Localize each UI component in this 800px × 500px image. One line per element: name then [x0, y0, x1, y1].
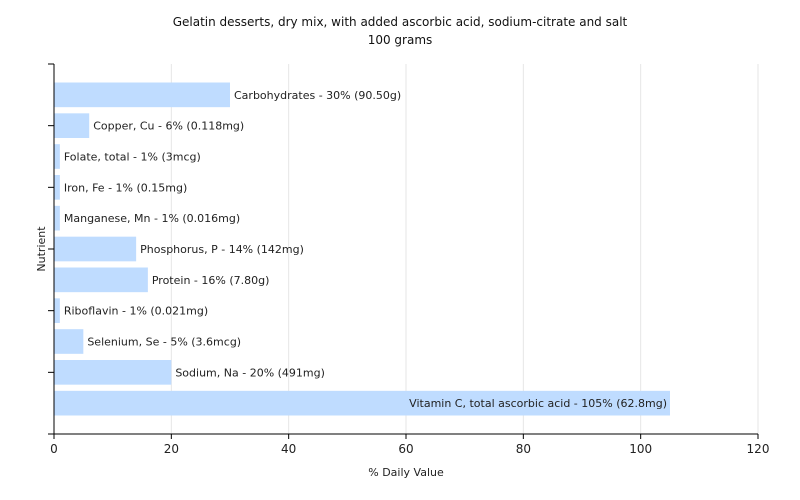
- x-tick-label: 40: [281, 442, 296, 456]
- bar-label: Phosphorus, P - 14% (142mg): [140, 243, 304, 256]
- y-axis-label: Nutrient: [35, 226, 48, 272]
- bar-label: Manganese, Mn - 1% (0.016mg): [64, 212, 240, 225]
- bar-label: Iron, Fe - 1% (0.15mg): [64, 181, 187, 194]
- bar: [54, 113, 90, 138]
- bar: [54, 175, 60, 200]
- bar-label: Protein - 16% (7.80g): [152, 274, 270, 287]
- bar: [54, 82, 230, 108]
- bar-label: Riboflavin - 1% (0.021mg): [64, 305, 208, 318]
- x-ticks: 0 20 40 60 80 100 120: [50, 434, 769, 456]
- x-tick-label: 20: [164, 442, 179, 456]
- x-tick-label: 60: [398, 442, 413, 456]
- y-ticks: [48, 63, 54, 435]
- bar: [54, 144, 60, 169]
- bar-label: Sodium, Na - 20% (491mg): [175, 366, 325, 379]
- bar: [54, 390, 670, 416]
- bar-label: Selenium, Se - 5% (3.6mcg): [87, 336, 241, 349]
- bar: [54, 298, 60, 323]
- bar-label: Carbohydrates - 30% (90.50g): [234, 89, 401, 102]
- bar-label: Copper, Cu - 6% (0.118mg): [93, 120, 244, 133]
- bar: [54, 205, 60, 231]
- chart-subtitle: 100 grams: [368, 33, 433, 47]
- x-tick-label: 0: [50, 442, 58, 456]
- x-axis-label: % Daily Value: [368, 466, 444, 479]
- bar: [54, 360, 172, 385]
- bar-label: Folate, total - 1% (3mcg): [64, 151, 201, 164]
- bar: [54, 236, 137, 262]
- x-tick-label: 100: [629, 442, 652, 456]
- chart-title: Gelatin desserts, dry mix, with added as…: [173, 15, 628, 29]
- bar-label: Vitamin C, total ascorbic acid - 105% (6…: [409, 397, 667, 410]
- bars: Carbohydrates - 30% (90.50g) Copper, Cu -…: [54, 82, 670, 416]
- x-tick-label: 80: [516, 442, 531, 456]
- bar: [54, 329, 84, 354]
- x-tick-label: 120: [747, 442, 770, 456]
- bar: [54, 267, 148, 293]
